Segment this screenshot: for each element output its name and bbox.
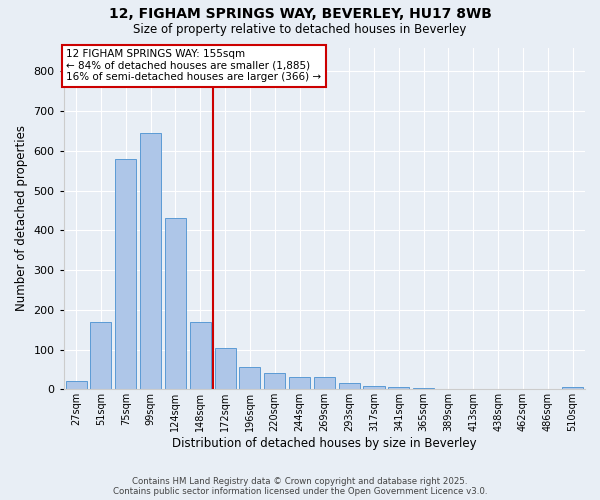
Text: 12 FIGHAM SPRINGS WAY: 155sqm
← 84% of detached houses are smaller (1,885)
16% o: 12 FIGHAM SPRINGS WAY: 155sqm ← 84% of d… [67,49,322,82]
Bar [65,382,86,390]
Text: 12, FIGHAM SPRINGS WAY, BEVERLEY, HU17 8WB: 12, FIGHAM SPRINGS WAY, BEVERLEY, HU17 8… [109,8,491,22]
Bar [562,388,583,390]
Bar [413,388,434,390]
Bar [91,322,112,390]
Bar [338,384,360,390]
Text: Size of property relative to detached houses in Beverley: Size of property relative to detached ho… [133,22,467,36]
Bar [215,348,236,390]
Bar [165,218,186,390]
Bar [388,388,409,390]
Bar [264,374,285,390]
Bar [239,368,260,390]
Bar [289,378,310,390]
Bar [364,386,385,390]
Y-axis label: Number of detached properties: Number of detached properties [15,126,28,312]
Bar [314,378,335,390]
Text: Contains HM Land Registry data © Crown copyright and database right 2025.
Contai: Contains HM Land Registry data © Crown c… [113,476,487,496]
Bar [140,133,161,390]
Bar [115,159,136,390]
X-axis label: Distribution of detached houses by size in Beverley: Distribution of detached houses by size … [172,437,476,450]
Bar [190,322,211,390]
